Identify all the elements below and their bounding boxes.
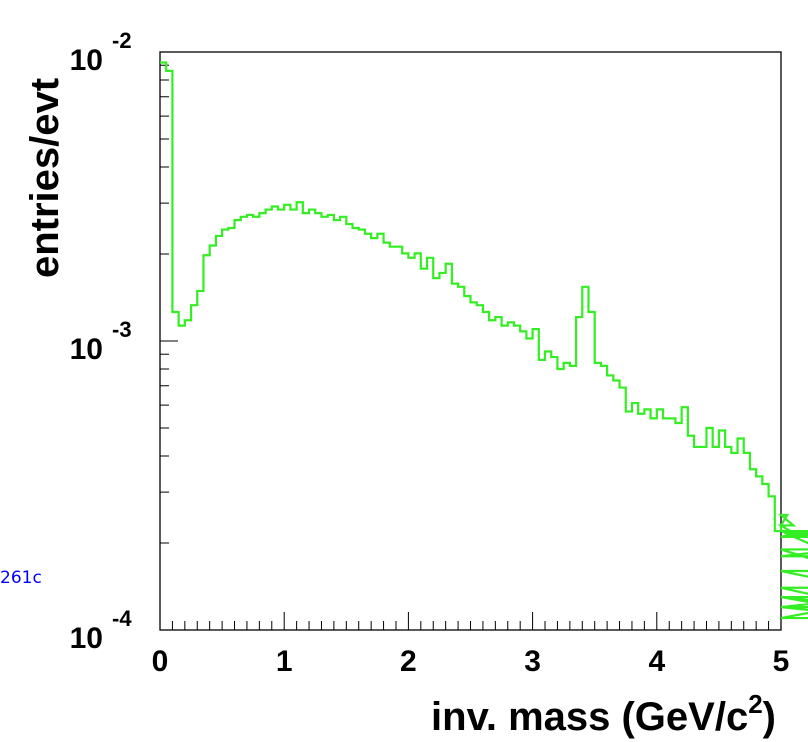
- x-tick-label: 0: [152, 645, 169, 678]
- y-tick-label: 10: [70, 622, 103, 655]
- side-label: 261c: [0, 568, 42, 588]
- y-tick-label: 10: [70, 333, 103, 366]
- x-tick-label: 3: [524, 645, 541, 678]
- x-axis-title: inv. mass (GeV/c2): [431, 689, 776, 739]
- plot-frame: [159, 51, 782, 631]
- y-tick-exponent: -4: [112, 606, 132, 631]
- x-tick-label: 5: [773, 645, 790, 678]
- y-axis-title: entries/evt: [23, 78, 67, 278]
- y-tick-exponent: -2: [112, 28, 132, 53]
- x-tick-label: 2: [400, 645, 417, 678]
- x-axis-title-close: ): [763, 695, 776, 739]
- x-axis-title-superscript: 2: [748, 689, 762, 719]
- histogram-series-line: [160, 61, 808, 620]
- x-tick-label: 4: [648, 645, 665, 678]
- y-tick-exponent: -3: [112, 317, 132, 342]
- x-tick-label: 1: [276, 645, 293, 678]
- x-axis-title-main: inv. mass (GeV/c: [431, 695, 748, 739]
- y-tick-label: 10: [70, 44, 103, 77]
